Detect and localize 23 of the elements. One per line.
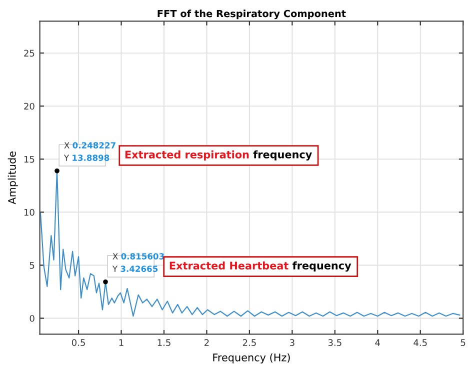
annotation: X 0.815603 Y 3.42665: [112, 253, 164, 272]
x-tick-label: 1.5: [158, 339, 170, 346]
y-tick-label: 25: [24, 50, 34, 57]
y-tick-label: 0: [30, 314, 34, 322]
x-tick-label: 3.5: [328, 339, 342, 346]
x-tick-label: 2: [204, 339, 209, 346]
x-tick-label: 4: [375, 339, 380, 346]
annotation: Extracted Heartbeat frequency: [170, 261, 352, 272]
annotation: X 0.248227 Y 13.8898: [64, 142, 116, 161]
x-tick-label: 0.5: [72, 339, 85, 346]
chart-title: FFT of the Respiratory Component: [158, 10, 346, 20]
x-axis-title: Frequency (Hz): [213, 353, 290, 364]
y-tick-label: 20: [24, 102, 34, 110]
y-tick-label: 10: [24, 208, 34, 216]
annotation: Extracted respiration frequency: [125, 150, 312, 160]
x-tick-label: 4.5: [414, 339, 427, 346]
y-tick-label: 5: [30, 262, 34, 269]
y-tick-label: 15: [24, 156, 34, 163]
x-tick-label: 3: [290, 339, 294, 346]
x-tick-label: 1: [119, 339, 124, 346]
x-tick-label: 2.5: [242, 339, 256, 346]
x-tick-label: 5: [460, 339, 466, 346]
y-axis-title: Amplitude: [8, 152, 18, 204]
